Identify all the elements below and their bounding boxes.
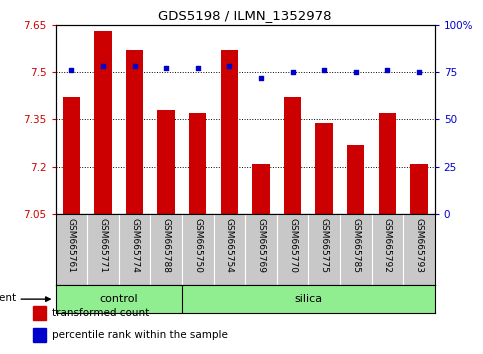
Text: control: control — [99, 294, 138, 304]
Text: transformed count: transformed count — [53, 308, 150, 318]
Bar — [63, 97, 80, 214]
Text: silica: silica — [294, 294, 322, 304]
Point — [320, 67, 328, 73]
Text: GSM665774: GSM665774 — [130, 218, 139, 273]
Bar — [33, 328, 46, 342]
Text: GSM665770: GSM665770 — [288, 218, 297, 273]
Point — [99, 64, 107, 69]
Bar — [126, 50, 143, 214]
Point — [384, 67, 391, 73]
Text: GSM665754: GSM665754 — [225, 218, 234, 273]
Text: GSM665769: GSM665769 — [256, 218, 266, 273]
Title: GDS5198 / ILMN_1352978: GDS5198 / ILMN_1352978 — [158, 9, 332, 22]
Point — [289, 69, 297, 75]
Point — [226, 64, 233, 69]
Point — [257, 75, 265, 81]
Text: GSM665750: GSM665750 — [193, 218, 202, 273]
Bar — [157, 110, 175, 214]
Point — [194, 65, 201, 71]
Bar — [252, 164, 270, 214]
Point — [415, 69, 423, 75]
Point — [162, 65, 170, 71]
Bar — [221, 50, 238, 214]
Bar — [284, 97, 301, 214]
Text: agent: agent — [0, 293, 16, 303]
Point — [352, 69, 359, 75]
Bar — [33, 306, 46, 320]
Bar — [347, 145, 364, 214]
Text: GSM665793: GSM665793 — [414, 218, 424, 273]
Bar — [94, 31, 112, 214]
Text: GSM665771: GSM665771 — [99, 218, 107, 273]
Bar — [410, 164, 427, 214]
Point — [131, 64, 139, 69]
Bar — [315, 122, 333, 214]
Text: GSM665792: GSM665792 — [383, 218, 392, 273]
Point — [68, 67, 75, 73]
Text: GSM665788: GSM665788 — [162, 218, 170, 273]
Bar — [189, 113, 206, 214]
Bar — [379, 113, 396, 214]
Text: GSM665785: GSM665785 — [351, 218, 360, 273]
Text: percentile rank within the sample: percentile rank within the sample — [53, 330, 228, 339]
Text: GSM665761: GSM665761 — [67, 218, 76, 273]
Text: GSM665775: GSM665775 — [320, 218, 328, 273]
